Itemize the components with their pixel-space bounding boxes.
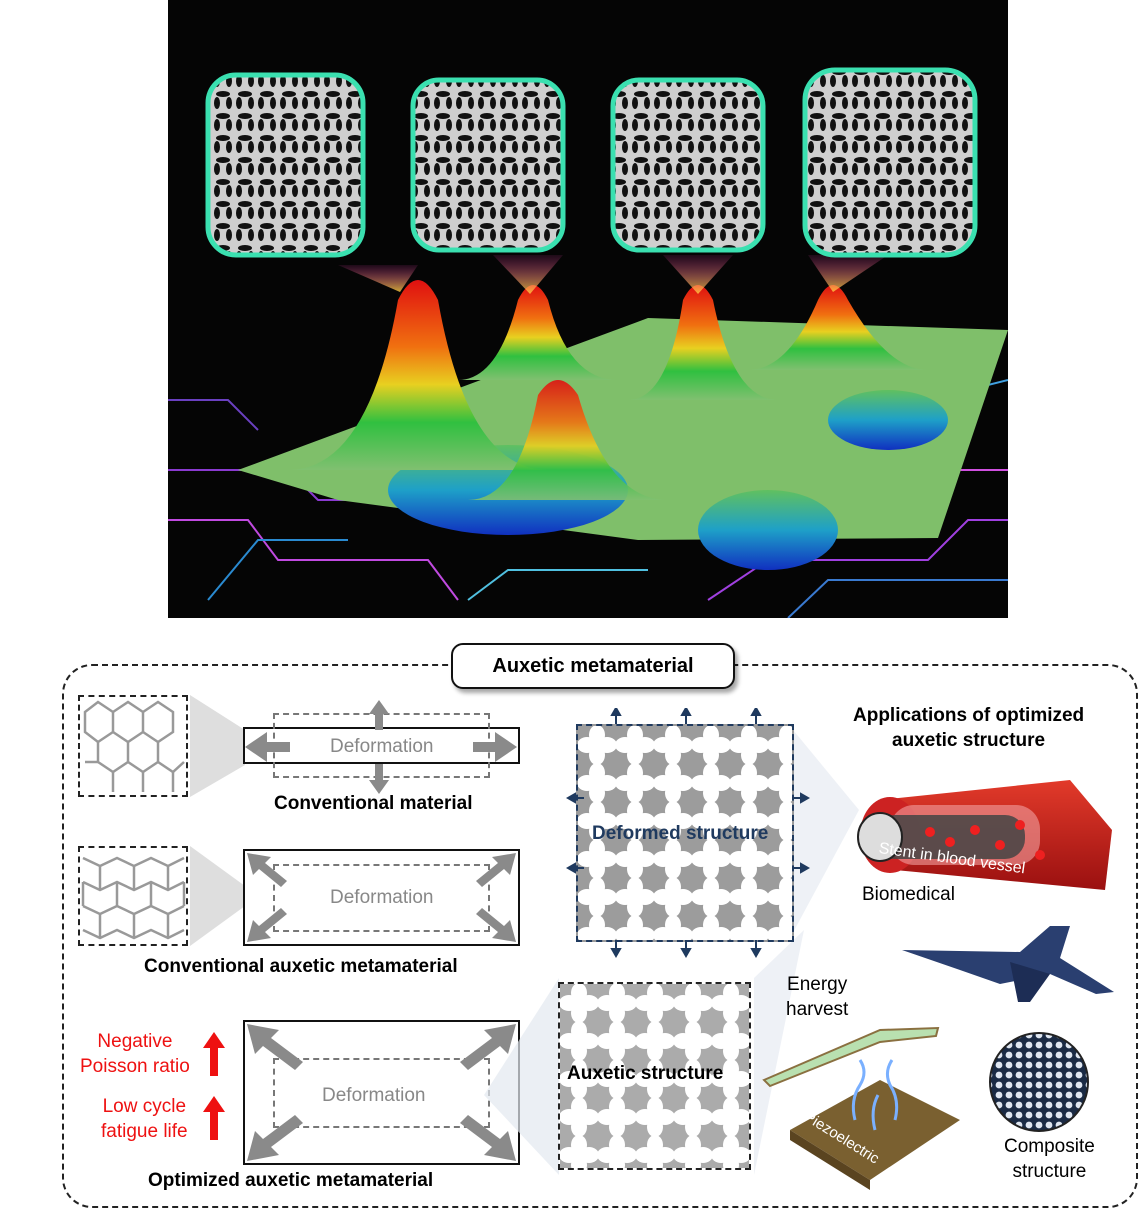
up-arrow-icon [203, 1032, 225, 1076]
honeycomb-thumbnail [78, 695, 188, 797]
auxetic-structure-box [558, 982, 751, 1170]
deformed-arrows [565, 708, 810, 958]
deformed-structure-label: Deformed structure [592, 823, 769, 844]
caption-optimized-auxetic: Optimized auxetic metamaterial [148, 1170, 434, 1191]
deformation-outline-2 [273, 864, 490, 932]
deformation-box-2 [243, 849, 520, 946]
biomedical-label: Biomedical [862, 884, 955, 905]
deformation-label-3: Deformation [322, 1085, 426, 1106]
deformation-arrows-3 [247, 1024, 516, 1161]
auxetic-structure-label: Auxetic structure [567, 1063, 724, 1084]
composite-illustration [989, 1032, 1089, 1132]
benefit-negative-poisson: Negative Poisson ratio [80, 1031, 190, 1077]
applications-title: Applications of optimized auxetic struct… [853, 705, 1085, 751]
zoom-wedge-2 [190, 846, 245, 946]
zoom-wedge-1 [190, 695, 245, 797]
piezoelectric-illustration [762, 1026, 960, 1190]
energy-harvest-label: Energy harvest [786, 974, 849, 1020]
benefit-fatigue-life: Low cycle fatigue life [101, 1096, 188, 1142]
up-arrow-icon [203, 1096, 225, 1140]
stent-illustration [857, 780, 1112, 890]
deformation-label-2: Deformation [330, 887, 434, 908]
jet-illustration [902, 926, 1114, 1002]
panel-title: Auxetic metamaterial [451, 643, 735, 689]
deformation-arrows-2 [247, 853, 516, 942]
deformation-arrows-1 [245, 700, 517, 794]
caption-conventional-auxetic: Conventional auxetic metamaterial [144, 956, 458, 977]
hero-illustration [168, 0, 1008, 618]
deformed-structure-box [576, 724, 794, 942]
composite-label: Composite structure [1004, 1136, 1095, 1182]
deformation-label-1: Deformation [330, 736, 434, 757]
caption-conventional-material: Conventional material [274, 793, 473, 814]
reentrant-thumbnail [78, 846, 188, 946]
zoom-wedges-center [484, 725, 859, 1175]
